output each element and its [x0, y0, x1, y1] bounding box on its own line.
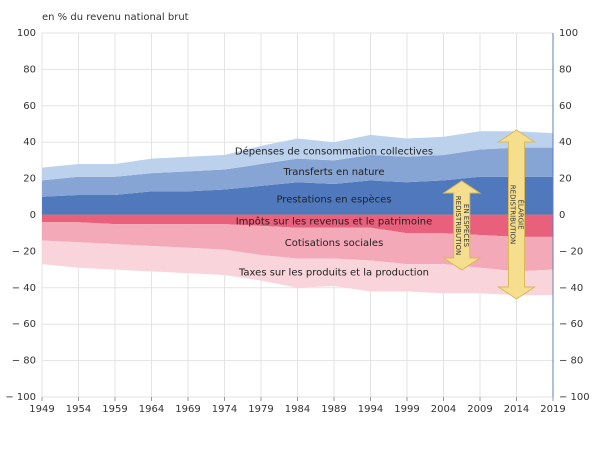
- area: [42, 131, 553, 181]
- area: [42, 215, 553, 237]
- arrow: [442, 180, 482, 271]
- y2-tick-label: 40: [559, 137, 572, 148]
- x-tick-label: 1964: [139, 404, 164, 415]
- x-tick-label: 1994: [358, 404, 383, 415]
- x-tick-label: 1989: [321, 404, 346, 415]
- y-tick-label: 100: [17, 28, 36, 39]
- x-tick-label: 1984: [285, 404, 310, 415]
- x-tick-label: 2009: [467, 404, 492, 415]
- y-tick-label: − 80: [12, 356, 36, 367]
- x-tick-label: 2019: [540, 404, 565, 415]
- y2-tick-label: − 40: [559, 283, 583, 294]
- y-tick-label: 20: [23, 174, 36, 185]
- area-label: Impôts sur les revenus et le patrimoine: [236, 215, 433, 227]
- y2-tick-label: 80: [559, 64, 572, 75]
- area: [42, 240, 553, 296]
- x-tick-label: 1969: [175, 404, 200, 415]
- x-tick-label: 1974: [212, 404, 237, 415]
- y-tick-label: 80: [23, 64, 36, 75]
- x-tick-label: 1979: [248, 404, 273, 415]
- y-tick-label: − 60: [12, 319, 36, 330]
- annotation: REDISTRIBUTION: [509, 185, 517, 244]
- x-tick-label: 2004: [431, 404, 456, 415]
- x-tick-label: 1954: [66, 404, 91, 415]
- arrow: [496, 129, 537, 300]
- area: [42, 222, 553, 272]
- y2-tick-label: − 80: [559, 356, 583, 367]
- x-tick-label: 1999: [394, 404, 419, 415]
- y-tick-label: 60: [23, 101, 36, 112]
- y-tick-label: 40: [23, 137, 36, 148]
- area-label: Dépenses de consommation collectives: [235, 145, 433, 157]
- y2-tick-label: 60: [559, 101, 572, 112]
- y-tick-label: 0: [30, 210, 36, 221]
- x-tick-label: 2014: [504, 404, 529, 415]
- annotation: EN ESPÈCES: [462, 204, 471, 248]
- y-tick-label: − 20: [12, 246, 36, 257]
- y2-tick-label: − 60: [559, 319, 583, 330]
- area-label: Taxes sur les produits et la production: [238, 267, 429, 278]
- y2-tick-label: 20: [559, 174, 572, 185]
- area-label: Transferts en nature: [283, 167, 385, 178]
- y2-tick-label: − 20: [559, 246, 583, 257]
- annotation: REDISTRIBUTION: [454, 196, 462, 255]
- y-tick-label: − 40: [12, 283, 36, 294]
- y2-tick-label: 0: [559, 210, 565, 221]
- y-tick-label: − 100: [5, 392, 36, 403]
- area: [42, 147, 553, 197]
- area: [42, 176, 553, 215]
- x-tick-label: 1949: [29, 404, 54, 415]
- annotation: ÉLARGIE: [517, 199, 526, 229]
- y-axis-label: en % du revenu national brut: [42, 12, 189, 23]
- x-tick-label: 1959: [102, 404, 127, 415]
- y2-tick-label: − 100: [559, 392, 590, 403]
- y2-tick-label: 100: [559, 28, 578, 39]
- area-label: Cotisations sociales: [285, 238, 384, 249]
- area-label: Prestations en espèces: [276, 194, 391, 206]
